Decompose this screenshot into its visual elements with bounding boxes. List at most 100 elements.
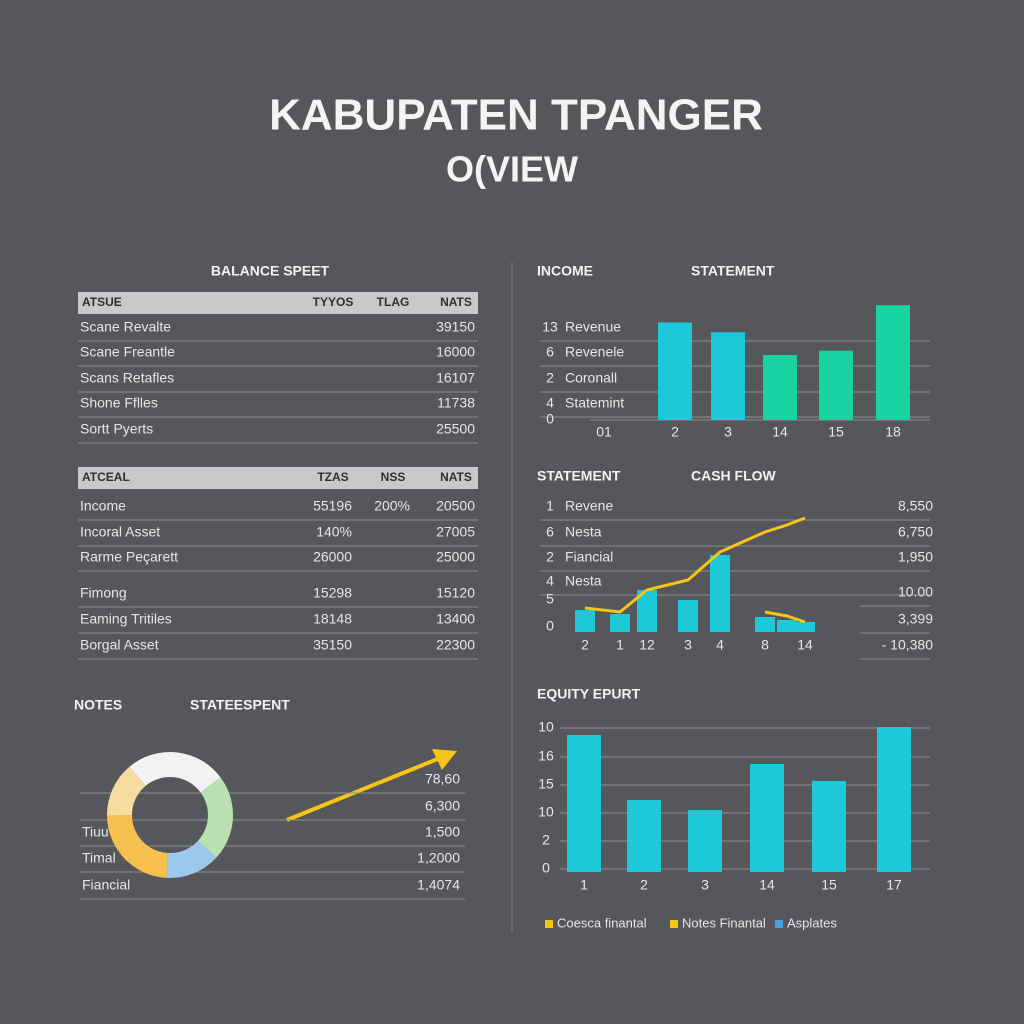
row-label: Nesta	[565, 524, 602, 540]
row-number: 4	[546, 573, 554, 589]
column-header: ATSUE	[82, 295, 122, 309]
x-tick-label: 14	[772, 424, 788, 440]
legend-swatch	[670, 920, 678, 928]
right-value: - 10,380	[882, 637, 934, 653]
x-tick-label: 4	[716, 637, 724, 653]
row-number: 1	[546, 498, 554, 514]
x-tick-label: 14	[759, 877, 775, 893]
section-title: EQUITY EPURT	[537, 686, 641, 702]
axis-label: 10	[538, 719, 554, 735]
row-label: Scane Revalte	[80, 319, 171, 335]
bar	[777, 620, 797, 632]
cell: 1,500	[425, 824, 460, 840]
right-value: 8,550	[898, 498, 933, 514]
cell: 22300	[436, 637, 475, 653]
x-tick-label: 3	[701, 877, 709, 893]
row-number: 5	[546, 591, 554, 607]
column-header: TYYOS	[313, 295, 354, 309]
row-label: Eaming Tritiles	[80, 611, 172, 627]
bar	[678, 600, 698, 632]
row-label: Shone Fflles	[80, 395, 158, 411]
cell: 6,300	[425, 798, 460, 814]
column-header: TZAS	[317, 470, 348, 484]
row-number: 0	[546, 411, 554, 427]
table-header	[78, 467, 478, 489]
section-subtitle: CASH FLOW	[691, 468, 777, 484]
cell: 16000	[436, 344, 475, 360]
line	[584, 516, 806, 614]
bar	[711, 332, 745, 420]
donut-segment	[166, 840, 217, 878]
bar	[877, 727, 911, 872]
bar	[819, 350, 853, 420]
axis-label: 15	[538, 776, 554, 792]
cell: 78,60	[425, 771, 460, 787]
cell: 16107	[436, 370, 475, 386]
legend-swatch	[775, 920, 783, 928]
section-title: BALANCE SPEET	[211, 263, 330, 279]
cell: 1,2000	[417, 850, 460, 866]
cell: 11738	[437, 395, 475, 411]
bar	[755, 617, 775, 632]
cell: 13400	[436, 611, 475, 627]
x-tick-label: 15	[828, 424, 844, 440]
section-title: NOTES	[74, 697, 122, 713]
row-number: 6	[546, 344, 554, 360]
x-tick-label: 2	[671, 424, 679, 440]
section-subtitle: STATEESPENT	[190, 697, 290, 713]
cell: 27005	[436, 524, 475, 540]
cell: 200%	[374, 498, 410, 514]
column-header: NATS	[440, 295, 472, 309]
row-label: Tiuu	[82, 824, 109, 840]
x-tick-label: 2	[581, 637, 589, 653]
row-number: 2	[546, 549, 554, 565]
row-label: Scans Retafles	[80, 370, 174, 386]
cell: 18148	[313, 611, 352, 627]
row-label: Revenele	[565, 344, 624, 360]
x-tick-label: 2	[640, 877, 648, 893]
row-number: 2	[546, 370, 554, 386]
legend-swatch	[545, 920, 553, 928]
row-label: Statemint	[565, 395, 624, 411]
axis-label: 2	[542, 832, 550, 848]
page-subtitle: O(VIEW	[446, 149, 578, 190]
arrow	[286, 756, 441, 822]
x-tick-label: 8	[761, 637, 769, 653]
right-value: 1,950	[898, 549, 933, 565]
donut-segment	[129, 752, 221, 793]
section-title: INCOME	[537, 263, 593, 279]
arrow-head	[432, 749, 457, 770]
column-header: NSS	[381, 470, 406, 484]
row-number: 13	[542, 319, 558, 335]
page-title: KABUPATEN TPANGER	[269, 91, 763, 140]
bar	[750, 764, 784, 872]
column-header: TLAG	[377, 295, 410, 309]
row-label: Sortt Pyerts	[80, 421, 153, 437]
bar	[567, 735, 601, 872]
row-label: Nesta	[565, 573, 602, 589]
row-label: Fiancial	[82, 877, 130, 893]
bar	[575, 610, 595, 632]
bar	[763, 355, 797, 420]
row-label: Revenue	[565, 319, 621, 335]
cell: 1,4074	[417, 877, 460, 893]
legend-label: Asplates	[787, 915, 837, 930]
bar	[710, 555, 730, 632]
x-tick-label: 17	[886, 877, 902, 893]
x-tick-label: 14	[797, 637, 813, 653]
row-label: Coronall	[565, 370, 617, 386]
x-tick-label: 15	[821, 877, 837, 893]
bar	[812, 781, 846, 872]
row-label: Fimong	[80, 585, 127, 601]
row-label: Fiancial	[565, 549, 613, 565]
right-value: 6,750	[898, 524, 933, 540]
row-number: 0	[546, 618, 554, 634]
x-tick-label: 3	[724, 424, 732, 440]
table-header	[78, 292, 478, 314]
row-label: Scane Freantle	[80, 344, 175, 360]
axis-label: 0	[542, 860, 550, 876]
row-label: Incoral Asset	[80, 524, 160, 540]
x-tick-label: 12	[639, 637, 655, 653]
bar	[658, 322, 692, 420]
